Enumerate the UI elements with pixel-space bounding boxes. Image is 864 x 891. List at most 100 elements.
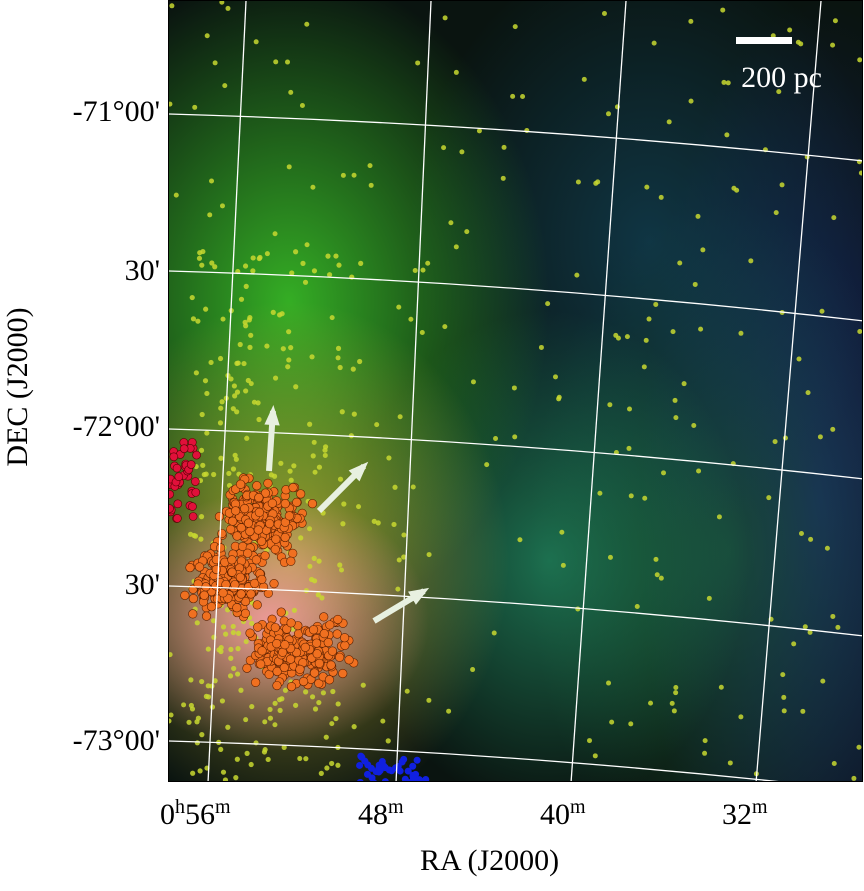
orange-source xyxy=(265,519,275,529)
yellow-source xyxy=(230,406,236,412)
yellow-source xyxy=(748,258,754,264)
ra-grid-line xyxy=(570,1,627,781)
yellow-source xyxy=(234,360,240,366)
yellow-source xyxy=(493,435,499,441)
orange-source xyxy=(254,507,264,517)
yellow-source xyxy=(517,537,523,543)
yellow-source xyxy=(459,149,465,155)
orange-source xyxy=(251,677,261,687)
orange-source xyxy=(253,622,263,632)
yellow-source xyxy=(307,421,313,427)
yellow-source xyxy=(243,283,249,289)
orange-source xyxy=(307,499,318,509)
orange-source xyxy=(242,663,252,673)
yellow-source xyxy=(671,708,677,714)
yellow-source xyxy=(233,456,239,462)
yellow-source xyxy=(198,514,205,520)
yellow-source xyxy=(169,101,173,107)
yellow-source xyxy=(661,470,667,476)
y-tick-label: -73°00' xyxy=(72,724,160,757)
yellow-source xyxy=(356,504,362,510)
yellow-source xyxy=(706,595,712,601)
yellow-source xyxy=(212,264,218,270)
yellow-source xyxy=(219,203,225,209)
yellow-source xyxy=(316,558,322,564)
yellow-source xyxy=(226,470,232,477)
yellow-source xyxy=(286,164,292,170)
yellow-source xyxy=(425,260,431,266)
blue-source xyxy=(356,761,364,769)
yellow-source xyxy=(395,586,401,592)
yellow-source xyxy=(195,318,201,324)
yellow-source xyxy=(204,390,210,397)
yellow-source xyxy=(426,697,432,703)
yellow-source xyxy=(651,40,657,46)
yellow-source xyxy=(276,697,283,703)
blue-source xyxy=(415,776,423,781)
yellow-source xyxy=(808,536,814,542)
dec-grid-line xyxy=(169,113,862,162)
yellow-source xyxy=(309,694,316,700)
orange-source xyxy=(188,609,198,619)
yellow-source xyxy=(235,646,241,652)
orange-source xyxy=(206,602,217,612)
yellow-source xyxy=(673,415,679,421)
blue-source xyxy=(357,778,364,781)
yellow-source xyxy=(277,312,283,318)
yellow-source xyxy=(415,60,421,66)
yellow-source xyxy=(241,360,247,367)
yellow-source xyxy=(256,255,262,262)
yellow-source xyxy=(375,520,381,526)
x-tick-label: 40m xyxy=(540,796,586,831)
orange-source xyxy=(334,652,345,662)
yellow-source xyxy=(304,21,310,27)
orange-source xyxy=(314,678,324,688)
yellow-source xyxy=(624,334,630,340)
orange-source xyxy=(327,646,338,656)
yellow-source xyxy=(288,345,294,351)
yellow-source xyxy=(351,724,357,730)
orange-source xyxy=(251,555,262,565)
red-source xyxy=(191,488,201,497)
yellow-source xyxy=(341,501,347,507)
yellow-source xyxy=(219,1,225,5)
yellow-source xyxy=(470,379,476,385)
yellow-source xyxy=(310,453,316,459)
yellow-source xyxy=(702,738,708,744)
yellow-source xyxy=(188,702,194,709)
yellow-source xyxy=(500,175,506,181)
orange-source xyxy=(260,551,270,561)
blue-source xyxy=(388,767,396,775)
yellow-source xyxy=(628,493,634,499)
yellow-source xyxy=(209,260,215,266)
yellow-source xyxy=(264,251,270,257)
ra-grid-line xyxy=(207,1,247,781)
yellow-source xyxy=(609,719,615,725)
yellow-source xyxy=(453,244,459,250)
yellow-source xyxy=(293,702,299,708)
orange-source xyxy=(256,659,266,669)
yellow-source xyxy=(222,83,228,89)
orange-source xyxy=(232,603,242,613)
sky-image: 200 pc xyxy=(168,0,863,782)
yellow-source xyxy=(688,98,694,104)
yellow-source xyxy=(192,533,199,539)
yellow-source xyxy=(446,708,452,714)
yellow-source xyxy=(218,405,224,411)
yellow-source xyxy=(300,260,306,266)
yellow-source xyxy=(330,688,336,695)
orange-source xyxy=(236,479,246,489)
yellow-source xyxy=(442,15,448,21)
orange-source xyxy=(236,589,246,599)
yellow-source xyxy=(727,760,733,766)
y-tick-label: -72°00' xyxy=(72,410,160,443)
yellow-source xyxy=(641,364,647,370)
yellow-source xyxy=(336,262,342,268)
yellow-source xyxy=(817,434,823,440)
yellow-source xyxy=(681,381,687,387)
orange-source xyxy=(211,564,221,575)
yellow-source xyxy=(202,378,209,384)
orange-source xyxy=(326,660,336,670)
yellow-source xyxy=(607,402,613,408)
orange-source xyxy=(338,668,348,679)
